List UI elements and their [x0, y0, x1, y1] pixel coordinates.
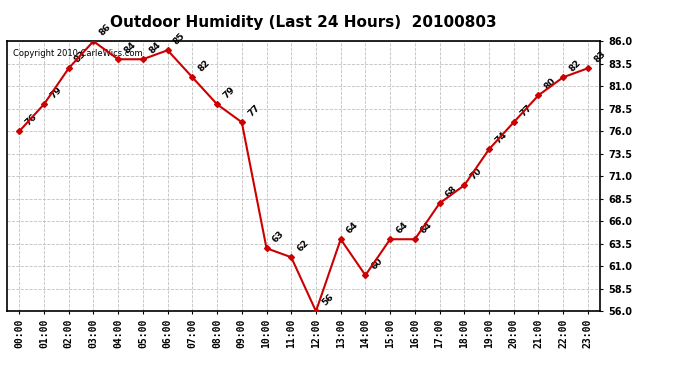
Text: 64: 64 — [419, 220, 434, 235]
Text: 79: 79 — [221, 85, 237, 100]
Text: 85: 85 — [172, 31, 187, 46]
Text: 77: 77 — [246, 103, 262, 118]
Text: 64: 64 — [394, 220, 410, 235]
Text: 83: 83 — [592, 49, 607, 64]
Text: 76: 76 — [23, 112, 39, 127]
Text: 74: 74 — [493, 130, 509, 145]
Text: 63: 63 — [270, 229, 286, 244]
Text: 79: 79 — [48, 85, 63, 100]
Text: 82: 82 — [567, 58, 582, 73]
Text: 83: 83 — [73, 49, 88, 64]
Text: 62: 62 — [295, 238, 310, 253]
Text: 70: 70 — [469, 166, 484, 181]
Text: 86: 86 — [97, 22, 112, 37]
Text: 68: 68 — [444, 184, 459, 199]
Text: 56: 56 — [320, 292, 335, 307]
Text: 82: 82 — [197, 58, 212, 73]
Text: Outdoor Humidity (Last 24 Hours)  20100803: Outdoor Humidity (Last 24 Hours) 2010080… — [110, 15, 497, 30]
Text: 84: 84 — [122, 40, 137, 55]
Text: 84: 84 — [147, 40, 162, 55]
Text: 64: 64 — [345, 220, 360, 235]
Text: 77: 77 — [518, 103, 533, 118]
Text: Copyright 2010 CarleWics.com: Copyright 2010 CarleWics.com — [13, 50, 142, 58]
Text: 60: 60 — [370, 256, 385, 271]
Text: 80: 80 — [542, 76, 558, 91]
